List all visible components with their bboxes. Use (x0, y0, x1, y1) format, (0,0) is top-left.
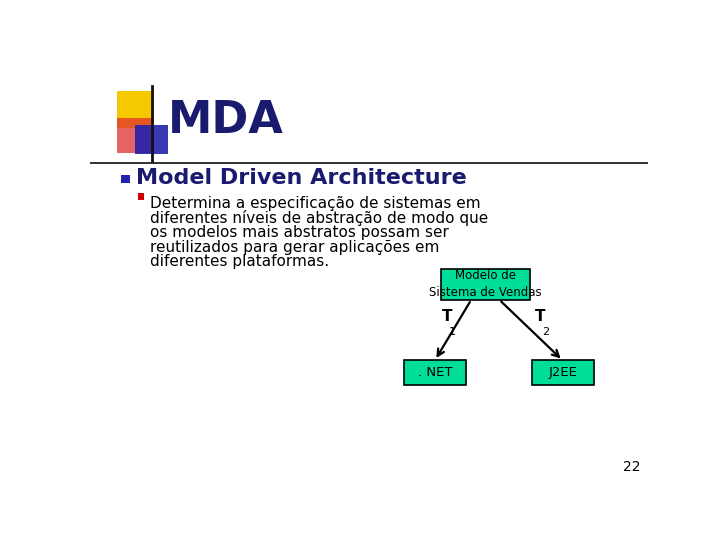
FancyBboxPatch shape (117, 118, 152, 153)
Text: diferentes níveis de abstração de modo que: diferentes níveis de abstração de modo q… (150, 211, 489, 226)
FancyBboxPatch shape (121, 175, 130, 184)
Text: Modelo de
Sistema de Vendas: Modelo de Sistema de Vendas (429, 269, 541, 299)
Text: T: T (441, 309, 452, 324)
Text: 1: 1 (449, 327, 456, 337)
Text: os modelos mais abstratos possam ser: os modelos mais abstratos possam ser (150, 225, 449, 240)
FancyBboxPatch shape (135, 125, 168, 154)
Text: . NET: . NET (418, 366, 452, 379)
FancyBboxPatch shape (117, 91, 154, 128)
FancyBboxPatch shape (441, 269, 530, 300)
Text: Determina a especificação de sistemas em: Determina a especificação de sistemas em (150, 195, 481, 211)
Text: reutilizados para gerar aplicações em: reutilizados para gerar aplicações em (150, 240, 440, 254)
Text: diferentes plataformas.: diferentes plataformas. (150, 254, 330, 269)
Text: T: T (535, 309, 545, 324)
Text: 2: 2 (542, 327, 549, 337)
Text: 22: 22 (623, 461, 640, 475)
Text: J2EE: J2EE (549, 366, 577, 379)
FancyBboxPatch shape (532, 361, 594, 385)
FancyBboxPatch shape (404, 361, 466, 385)
Text: MDA: MDA (168, 99, 284, 141)
Text: Model Driven Architecture: Model Driven Architecture (137, 168, 467, 188)
FancyBboxPatch shape (138, 193, 144, 200)
